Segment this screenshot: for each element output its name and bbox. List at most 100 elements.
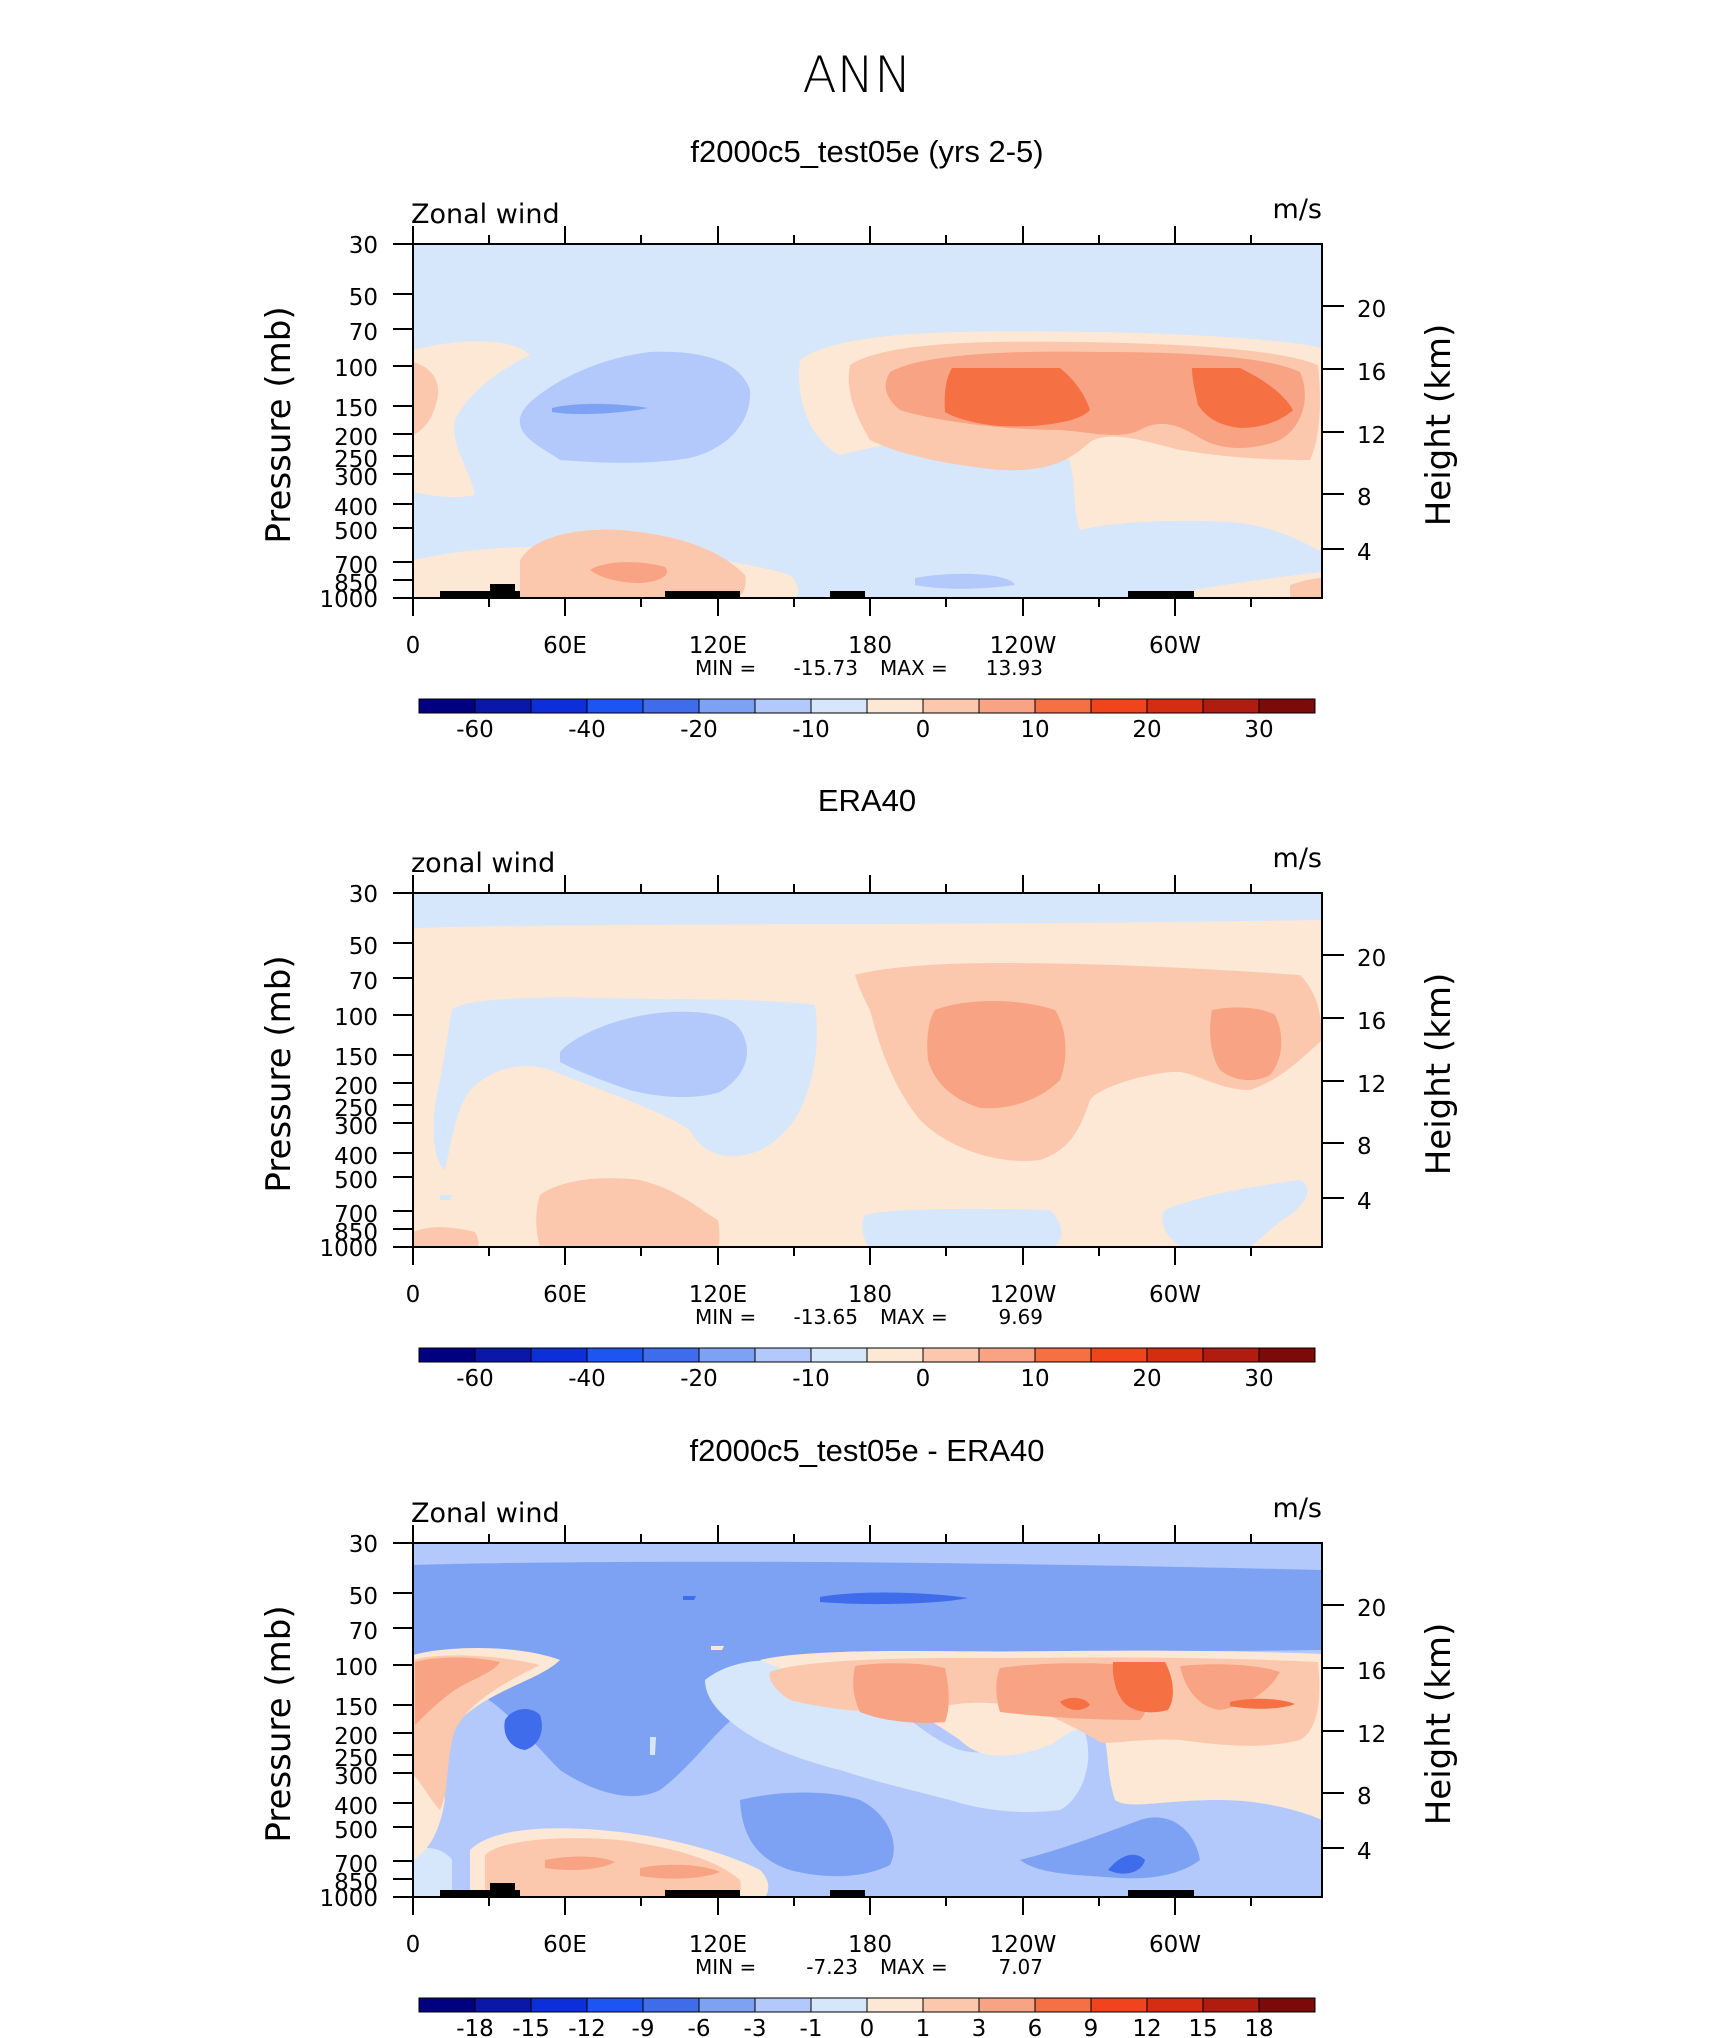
colorbar-swatch	[586, 698, 644, 714]
y-axis: 30 50 70 100 150 200 250 300 400 500 700…	[319, 1532, 378, 1912]
plot-frame	[412, 1542, 1323, 1898]
colorbar-swatch	[922, 1347, 980, 1363]
colorbar-label: 1	[916, 2016, 931, 2038]
contour-region-minus1	[650, 1737, 656, 1755]
colorbar-labels: -18 -15 -12 -9 -6 -3 -1 0 1 3 6 9 12 15 …	[456, 2016, 1273, 2038]
y-tick-label: 30	[349, 1532, 378, 1558]
y2-tick-label: 12	[1357, 1722, 1386, 1748]
units-label: m/s	[1273, 194, 1322, 225]
y-tick-label: 850	[334, 1870, 378, 1896]
contour-region-1	[485, 1838, 741, 1897]
colorbar	[418, 1347, 1316, 1363]
colorbar	[418, 698, 1316, 714]
colorbar-swatch	[1034, 698, 1092, 714]
y-tick-label: 700	[334, 1852, 378, 1878]
colorbar-swatch	[1090, 1997, 1148, 2013]
topography-block	[1128, 591, 1194, 598]
x-tick-label: 120E	[689, 1932, 747, 1958]
x-axis: 0 60E 120E 180 120W 60W	[406, 1932, 1201, 1958]
plot-frame	[412, 243, 1323, 599]
y2-tick-label: 16	[1357, 1659, 1386, 1685]
contour-region-6	[1060, 1697, 1090, 1710]
topography-block	[830, 591, 865, 598]
colorbar-swatch	[922, 1997, 980, 2013]
min-max-stats: MIN = -7.23 MAX = 7.07	[695, 1955, 1043, 1979]
max-value: 7.07	[998, 1955, 1043, 1979]
y-tick-label: 150	[334, 1045, 378, 1071]
min-label: MIN =	[695, 1305, 756, 1329]
colorbar-swatch	[1034, 1997, 1092, 2013]
colorbar-swatch	[418, 1997, 476, 2013]
max-value: 13.93	[986, 656, 1043, 680]
topography-block	[665, 1890, 740, 1897]
topography-block	[440, 591, 520, 598]
y-tick-label: 700	[334, 1202, 378, 1228]
colorbar-swatch	[1090, 698, 1148, 714]
colorbar-swatch	[418, 1347, 476, 1363]
topography-block	[490, 584, 515, 598]
y-tick-label: 300	[334, 1764, 378, 1790]
colorbar-swatch	[698, 1997, 756, 2013]
panel-title: f2000c5_test05e (yrs 2-5)	[690, 134, 1043, 169]
y-tick-label: 500	[334, 1818, 378, 1844]
colorbar-swatch	[978, 1347, 1036, 1363]
y-tick-label: 500	[334, 1168, 378, 1194]
x-tick-label: 60W	[1149, 1932, 1201, 1958]
contour-region-minus6	[1020, 1817, 1200, 1879]
colorbar-label: -60	[456, 1366, 494, 1392]
y-tick-label: 250	[334, 447, 378, 473]
y-tick-label: 200	[334, 1074, 378, 1100]
y2-axis-title: Height (km)	[1419, 1623, 1459, 1826]
y2-tick-label: 12	[1357, 423, 1386, 449]
colorbar-label: 20	[1132, 1366, 1161, 1392]
y-tick-label: 1000	[319, 1236, 378, 1262]
y-tick-label: 100	[334, 1655, 378, 1681]
min-max-stats: MIN = -15.73 MAX = 13.93	[695, 656, 1043, 680]
contour-region-minus6	[413, 1561, 1322, 1797]
colorbar-swatch	[1146, 698, 1204, 714]
y-tick-label: 250	[334, 1746, 378, 1772]
x-tick-label: 120W	[990, 633, 1057, 659]
colorbar-label: 3	[972, 2016, 987, 2038]
y2-axis-title: Height (km)	[1419, 324, 1459, 527]
colorbar-label: -18	[456, 2016, 494, 2038]
colorbar-swatch	[866, 1997, 924, 2013]
contour-region-6	[1112, 1662, 1173, 1713]
colorbar-swatch	[586, 1347, 644, 1363]
min-max-stats: MIN = -13.65 MAX = 9.69	[695, 1305, 1043, 1329]
y-tick-label: 30	[349, 233, 378, 259]
colorbar-swatch	[474, 698, 532, 714]
y-tick-label: 30	[349, 882, 378, 908]
variable-label: Zonal wind	[411, 199, 560, 230]
colorbar-labels: -60 -40 -20 -10 0 10 20 30	[456, 1366, 1273, 1392]
y-tick-label: 300	[334, 1114, 378, 1140]
topography-block	[830, 1890, 865, 1897]
y2-tick-label: 4	[1357, 1189, 1372, 1215]
contour-region-10	[1290, 578, 1322, 598]
y2-axis: 20 16 12 8 4	[1357, 297, 1386, 566]
colorbar-labels: -60 -40 -20 -10 0 10 20 30	[456, 717, 1273, 743]
y2-tick-label: 12	[1357, 1072, 1386, 1098]
colorbar-swatch	[418, 698, 476, 714]
max-label: MAX =	[880, 1305, 948, 1329]
x-tick-label: 60E	[543, 1932, 587, 1958]
colorbar-label: 10	[1020, 1366, 1049, 1392]
colorbar-label: -40	[568, 717, 606, 743]
y-tick-label: 1000	[319, 1886, 378, 1912]
colorbar-label: -20	[680, 717, 718, 743]
contour-region-minus9	[1108, 1854, 1145, 1874]
max-label: MAX =	[880, 656, 948, 680]
contour-region-3	[545, 1856, 615, 1870]
contour-region-weak	[413, 893, 1322, 928]
contour-region-6	[1230, 1698, 1295, 1709]
x-tick-label: 180	[848, 1282, 892, 1308]
contour-region-minus9	[820, 1592, 968, 1605]
y-tick-label: 50	[349, 934, 378, 960]
contour-region-minus6	[740, 1792, 894, 1877]
y-tick-label: 300	[334, 465, 378, 491]
x-tick-label: 120W	[990, 1932, 1057, 1958]
colorbar-label: 0	[860, 2016, 875, 2038]
colorbar-swatch	[754, 698, 812, 714]
contour-region-weak	[862, 1208, 1062, 1247]
